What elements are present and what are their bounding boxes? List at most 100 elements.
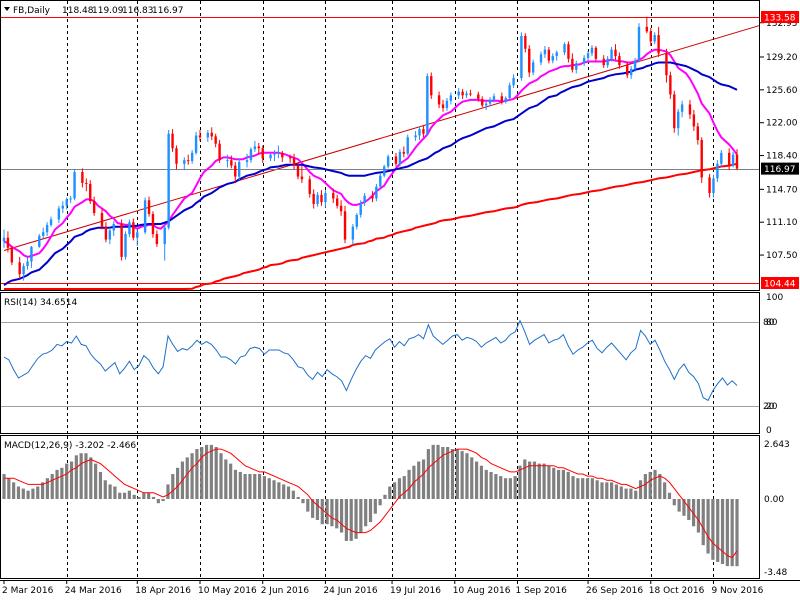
candlestick[interactable] [465, 90, 468, 99]
candlestick[interactable] [614, 44, 617, 60]
candlestick[interactable] [696, 122, 700, 145]
candlestick[interactable] [234, 161, 237, 183]
candlestick[interactable] [590, 45, 594, 57]
candlestick[interactable] [132, 218, 135, 241]
candlestick[interactable] [30, 245, 33, 268]
candlestick[interactable] [363, 192, 366, 206]
candlestick[interactable] [143, 197, 147, 235]
candlestick[interactable] [18, 256, 21, 279]
candlestick[interactable] [257, 142, 260, 155]
candlestick[interactable] [57, 205, 61, 224]
candlestick[interactable] [355, 213, 358, 230]
candlestick[interactable] [629, 66, 633, 79]
candlestick[interactable] [430, 72, 433, 99]
candlestick[interactable] [296, 161, 300, 180]
candlestick[interactable] [418, 126, 421, 141]
candlestick[interactable] [665, 48, 668, 83]
collapse-triangle-icon[interactable] [4, 7, 10, 11]
candlestick[interactable] [669, 71, 672, 99]
candlestick[interactable] [155, 230, 159, 247]
candlestick[interactable] [649, 27, 652, 47]
candlestick[interactable] [708, 173, 711, 198]
candlestick[interactable] [151, 211, 155, 238]
candlestick[interactable] [618, 52, 621, 69]
candlestick[interactable] [539, 51, 543, 66]
candlestick[interactable] [481, 96, 484, 108]
candlestick[interactable] [457, 88, 460, 99]
candlestick[interactable] [292, 153, 296, 170]
candlestick[interactable] [210, 127, 213, 141]
candlestick[interactable] [147, 196, 151, 217]
candlestick[interactable] [65, 197, 68, 210]
candlestick[interactable] [677, 109, 680, 136]
candlestick[interactable] [563, 42, 566, 56]
candlestick[interactable] [586, 50, 590, 62]
candlestick[interactable] [406, 134, 409, 156]
candlestick[interactable] [673, 90, 676, 133]
candlestick[interactable] [320, 190, 323, 206]
candlestick[interactable] [6, 231, 10, 253]
candlestick[interactable] [316, 192, 319, 207]
candlestick[interactable] [692, 109, 696, 131]
candlestick[interactable] [194, 131, 198, 155]
candlestick[interactable] [508, 82, 511, 100]
candlestick[interactable] [69, 195, 72, 204]
candlestick[interactable] [226, 154, 229, 168]
candlestick[interactable] [735, 149, 739, 171]
candlestick[interactable] [551, 53, 554, 64]
candlestick[interactable] [394, 152, 398, 167]
candlestick[interactable] [85, 178, 88, 192]
candlestick[interactable] [273, 150, 276, 162]
candlestick[interactable] [461, 88, 464, 99]
candlestick[interactable] [175, 145, 178, 170]
candlestick[interactable] [371, 191, 374, 203]
candlestick[interactable] [594, 46, 598, 62]
candlestick[interactable] [112, 221, 115, 236]
candlestick[interactable] [335, 194, 339, 209]
candlestick[interactable] [637, 23, 641, 63]
candlestick[interactable] [300, 165, 304, 183]
candlestick[interactable] [653, 32, 656, 45]
candlestick[interactable] [398, 149, 402, 167]
candlestick[interactable] [606, 56, 609, 68]
candlestick[interactable] [183, 157, 186, 171]
candlestick[interactable] [214, 133, 217, 148]
candlestick[interactable] [2, 229, 6, 248]
macd-panel[interactable] [0, 435, 760, 579]
candlestick[interactable] [308, 175, 311, 198]
candlestick[interactable] [237, 158, 241, 181]
candlestick[interactable] [645, 16, 649, 34]
candlestick[interactable] [567, 41, 570, 63]
candlestick[interactable] [163, 224, 166, 261]
candlestick[interactable] [402, 146, 406, 158]
candlestick[interactable] [261, 145, 264, 163]
candlestick[interactable] [120, 219, 123, 261]
candlestick[interactable] [10, 245, 14, 266]
candlestick[interactable] [383, 164, 386, 178]
candlestick[interactable] [73, 169, 76, 201]
candlestick[interactable] [731, 151, 735, 168]
price-panel[interactable] [0, 0, 760, 291]
candlestick[interactable] [38, 234, 41, 248]
candlestick[interactable] [332, 188, 335, 204]
candlestick[interactable] [716, 160, 719, 183]
candlestick[interactable] [555, 50, 558, 61]
candlestick[interactable] [190, 150, 194, 164]
candlestick[interactable] [206, 130, 210, 142]
candlestick[interactable] [441, 99, 445, 112]
candlestick[interactable] [171, 129, 174, 152]
candlestick[interactable] [359, 200, 362, 218]
candlestick[interactable] [543, 46, 547, 58]
candlestick[interactable] [488, 97, 492, 107]
candlestick[interactable] [512, 74, 515, 89]
candlestick[interactable] [136, 229, 139, 246]
candlestick[interactable] [253, 140, 257, 152]
candlestick[interactable] [469, 89, 472, 97]
candlestick[interactable] [45, 222, 49, 236]
candlestick[interactable] [602, 55, 605, 68]
candlestick[interactable] [312, 189, 315, 209]
candlestick[interactable] [720, 150, 723, 168]
candlestick[interactable] [22, 263, 25, 281]
candlestick[interactable] [375, 183, 378, 202]
